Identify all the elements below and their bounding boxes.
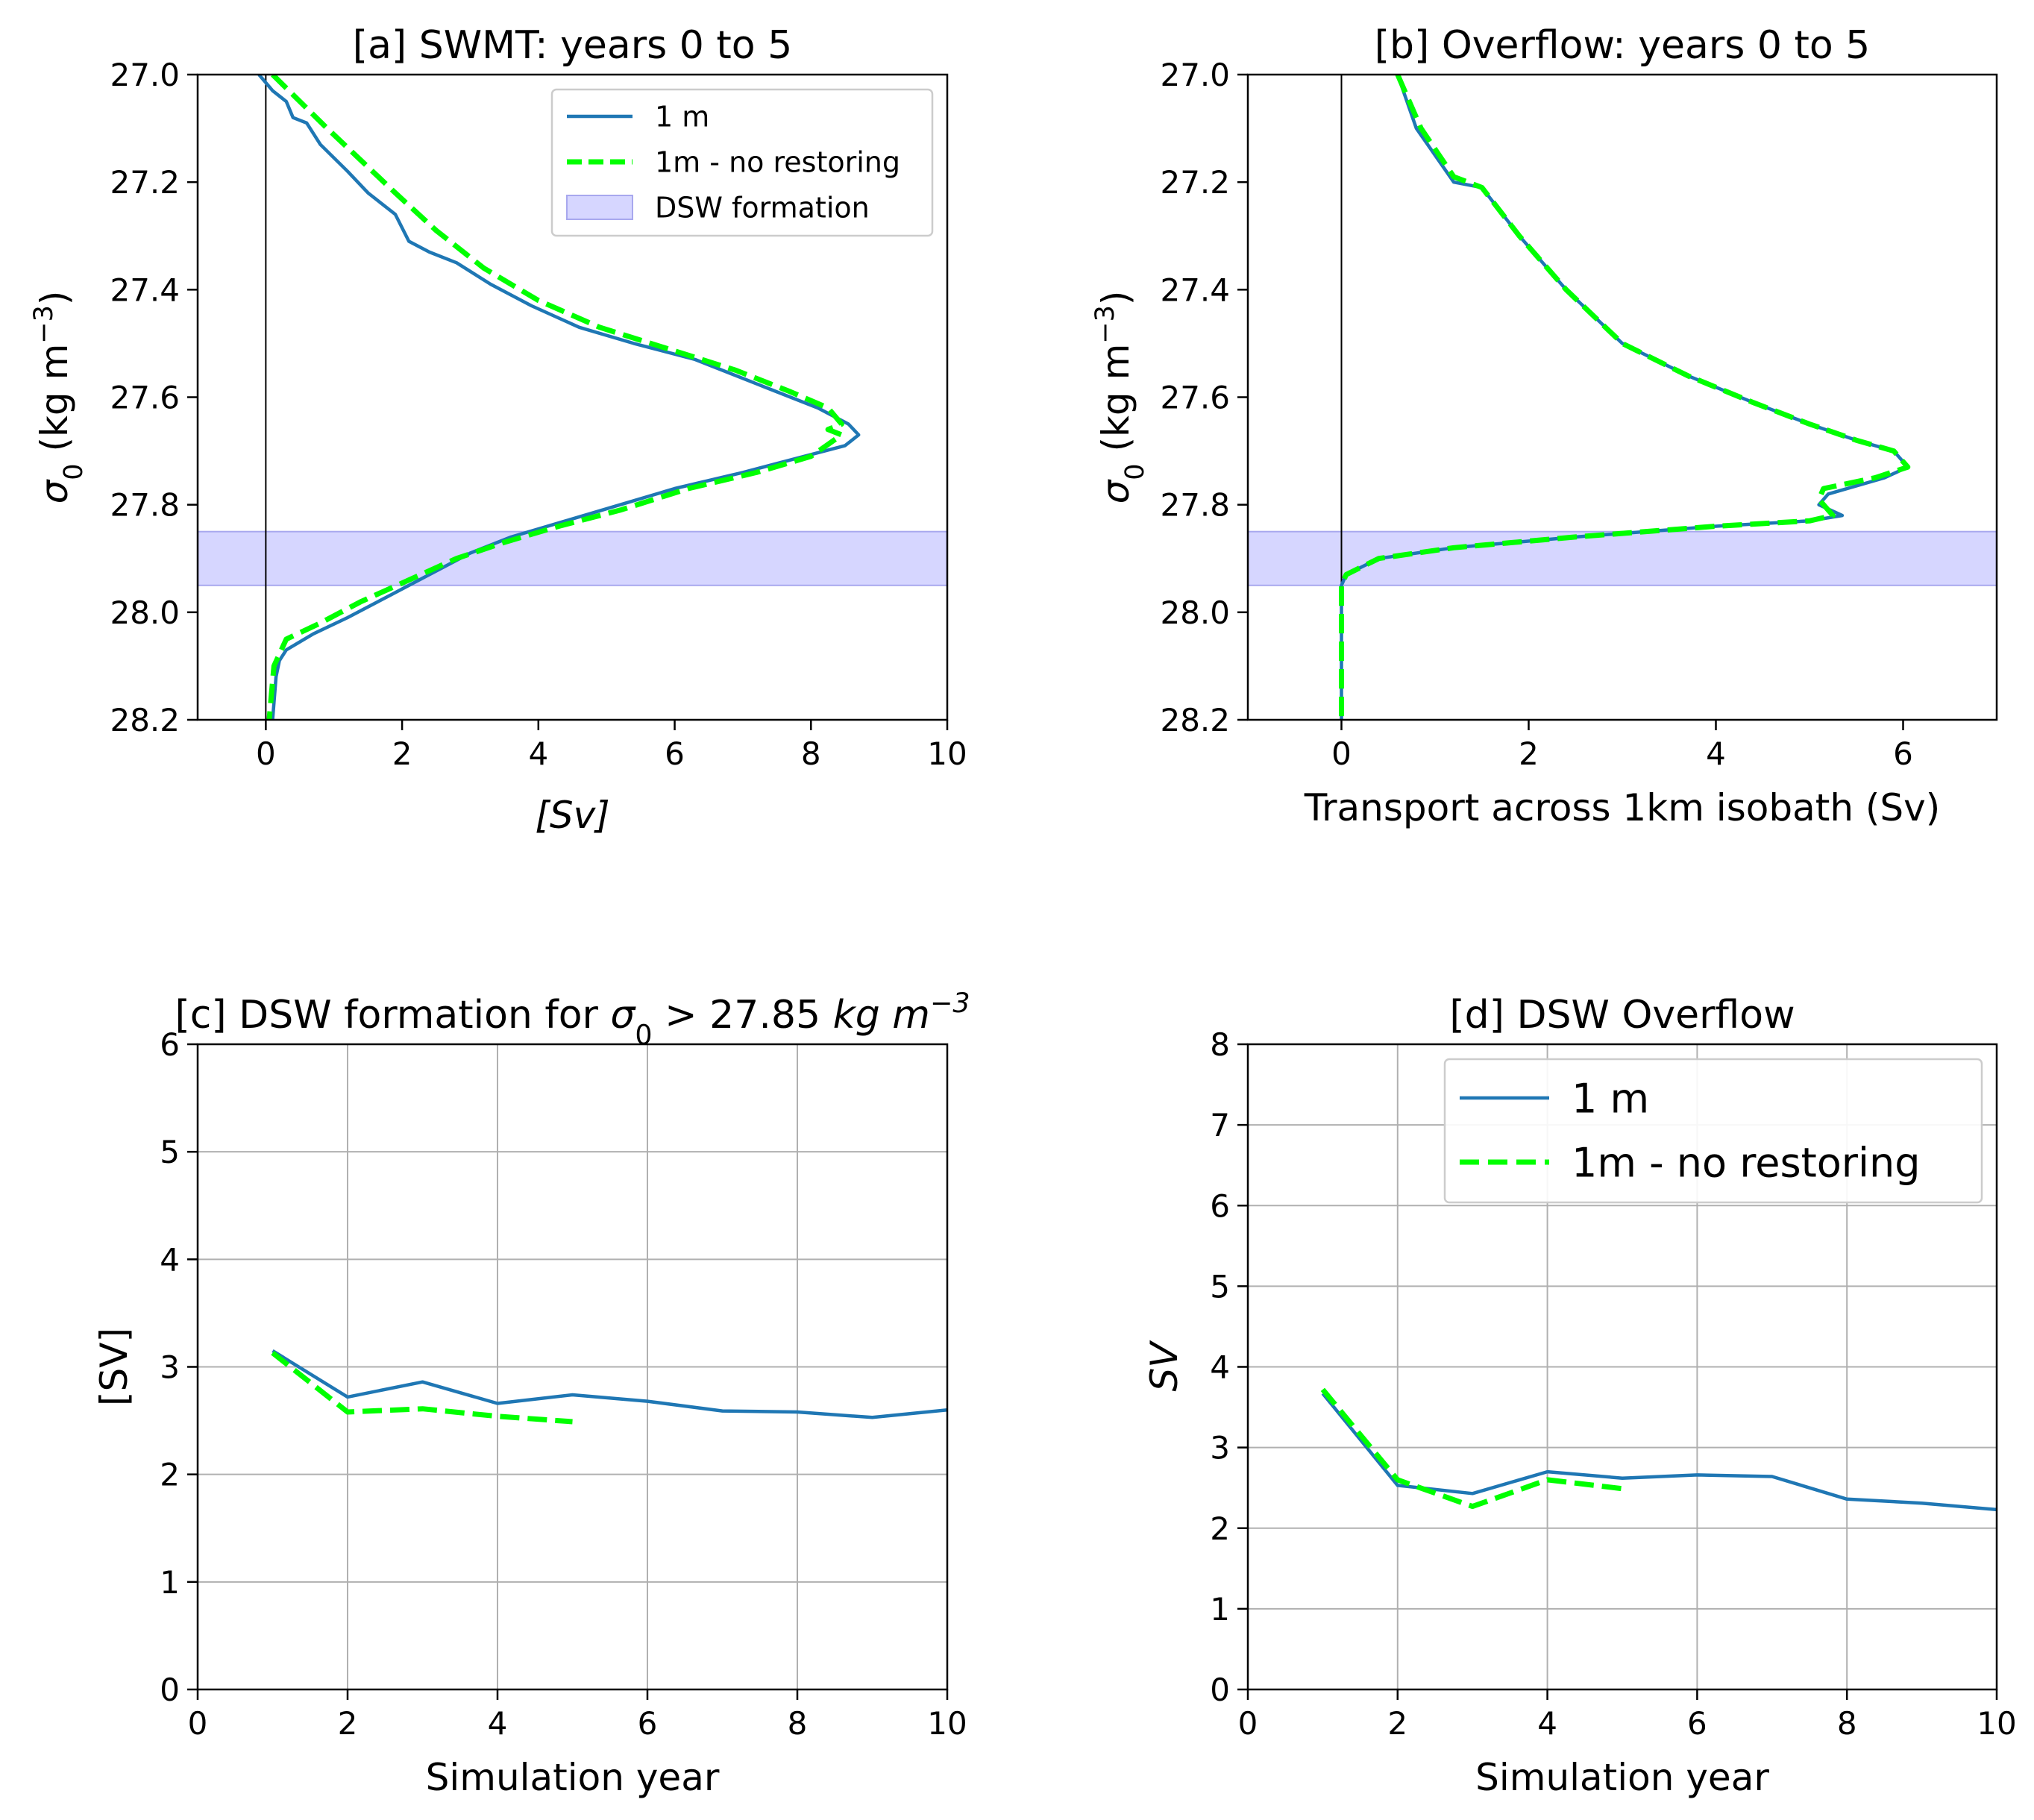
y-axis-label: [SV] (92, 1328, 136, 1406)
x-tick-label: 6 (1687, 1705, 1707, 1742)
y-tick-label: 27.4 (1160, 272, 1230, 308)
y-tick-label: 27.8 (1160, 487, 1230, 524)
x-axis-label: Simulation year (426, 1756, 720, 1799)
x-axis-label: Transport across 1km isobath (Sv) (1304, 786, 1941, 829)
x-tick-label: 6 (665, 735, 685, 772)
y-tick-label: 27.6 (1160, 380, 1230, 416)
series-line-no-restoring (271, 1351, 573, 1425)
y-tick-label: 4 (1210, 1349, 1230, 1386)
x-tick-label: 8 (801, 735, 821, 772)
y-tick-label: 28.2 (1160, 702, 1230, 738)
legend-box (550, 88, 934, 237)
x-tick-label: 10 (1977, 1705, 2016, 1742)
x-tick-label: 0 (188, 1705, 208, 1742)
y-axis-label: σ0 (kg m−3) (1090, 291, 1150, 504)
series-line-one-m (271, 1349, 947, 1419)
series-line-one-m (1340, 75, 1910, 720)
y-tick-label: 5 (1210, 1268, 1230, 1305)
x-tick-label: 4 (528, 735, 548, 772)
x-tick-label: 6 (1893, 735, 1913, 772)
x-tick-label: 8 (1837, 1705, 1857, 1742)
legend-label: 1 m (655, 101, 709, 134)
y-tick-label: 4 (160, 1241, 180, 1278)
y-tick-label: 27.4 (110, 272, 180, 308)
panel-title: [b] Overflow: years 0 to 5 (1375, 23, 1871, 68)
legend-label: 1m - no restoring (1572, 1139, 1921, 1186)
legend-label: 1 m (1572, 1075, 1649, 1122)
series-line-one-m (1321, 1392, 1997, 1512)
dsw-formation-band (197, 530, 948, 586)
x-tick-label: 2 (1387, 1705, 1407, 1742)
series-line-no-restoring (266, 75, 844, 720)
y-tick-label: 28.2 (110, 702, 180, 738)
series-line-no-restoring (1339, 75, 1911, 720)
axes-frame (1246, 73, 1998, 721)
legend-swatch-band (566, 195, 633, 220)
x-tick-label: 2 (392, 735, 412, 772)
x-tick-label: 0 (1238, 1705, 1258, 1742)
y-tick-label: 0 (1210, 1672, 1230, 1708)
x-tick-label: 0 (256, 735, 276, 772)
y-tick-label: 7 (1210, 1107, 1230, 1143)
x-axis-label: Simulation year (1475, 1756, 1769, 1799)
x-tick-label: 4 (1706, 735, 1726, 772)
y-tick-label: 27.8 (110, 487, 180, 524)
y-tick-label: 27.2 (110, 164, 180, 201)
x-tick-label: 2 (338, 1705, 358, 1742)
x-tick-label: 10 (927, 1705, 967, 1742)
y-tick-label: 1 (160, 1564, 180, 1601)
panel-title: [d] DSW Overflow (1449, 993, 1795, 1038)
series-line-no-restoring (1320, 1387, 1623, 1510)
legend-label: DSW formation (655, 192, 870, 225)
y-axis-label: σ0 (kg m−3) (29, 291, 89, 504)
y-tick-label: 28.0 (110, 594, 180, 631)
panel-b: 0 2 4 6 27.0 27.2 27.4 27.6 27.8 28.0 28.2 [b] Over… (1090, 23, 1998, 829)
series-line-one-m (257, 75, 861, 720)
x-tick-label: 8 (788, 1705, 808, 1742)
y-tick-label: 3 (1210, 1430, 1230, 1466)
legend: 1 m 1m - no restoring (1443, 1058, 1983, 1204)
y-tick-label: 27.2 (1160, 164, 1230, 201)
legend: 1 m 1m - no restoring DSW formation (550, 88, 934, 237)
x-tick-label: 0 (1331, 735, 1352, 772)
dsw-formation-band (1247, 530, 1997, 586)
y-tick-label: 3 (160, 1349, 180, 1386)
x-tick-label: 10 (927, 735, 967, 772)
y-tick-label: 6 (160, 1026, 180, 1063)
y-tick-label: 28.0 (1160, 594, 1230, 631)
legend-box (1443, 1058, 1983, 1204)
y-tick-label: 5 (160, 1134, 180, 1170)
y-tick-label: 2 (1210, 1510, 1230, 1547)
x-tick-label: 4 (1537, 1705, 1557, 1742)
y-tick-label: 27.0 (110, 57, 180, 93)
legend-label: 1m - no restoring (655, 146, 900, 179)
y-tick-label: 1 (1210, 1591, 1230, 1628)
panel-title: [c] DSW formation for σ0 > 27.85 kg m−3 (175, 987, 970, 1051)
panel-a: 0 2 4 6 8 10 27.0 27.2 27.4 27.6 27.8 28.0 28.2 [a] S… (29, 23, 967, 837)
panel-d: 0 2 4 6 8 10 0 1 2 3 4 5 6 7 8 [d] DSW Overflow Simulati… (1143, 993, 2017, 1799)
y-tick-label: 27.0 (1160, 57, 1230, 93)
x-tick-label: 4 (488, 1705, 508, 1742)
y-tick-label: 8 (1210, 1026, 1230, 1063)
x-tick-label: 6 (638, 1705, 658, 1742)
y-tick-label: 2 (160, 1457, 180, 1493)
y-tick-label: 6 (1210, 1187, 1230, 1224)
panel-title: [a] SWMT: years 0 to 5 (353, 23, 792, 68)
x-tick-label: 2 (1519, 735, 1539, 772)
x-axis-label: [Sv] (535, 794, 609, 837)
y-tick-label: 0 (160, 1672, 180, 1708)
y-tick-label: 27.6 (110, 380, 180, 416)
y-axis-label: SV (1143, 1340, 1186, 1392)
